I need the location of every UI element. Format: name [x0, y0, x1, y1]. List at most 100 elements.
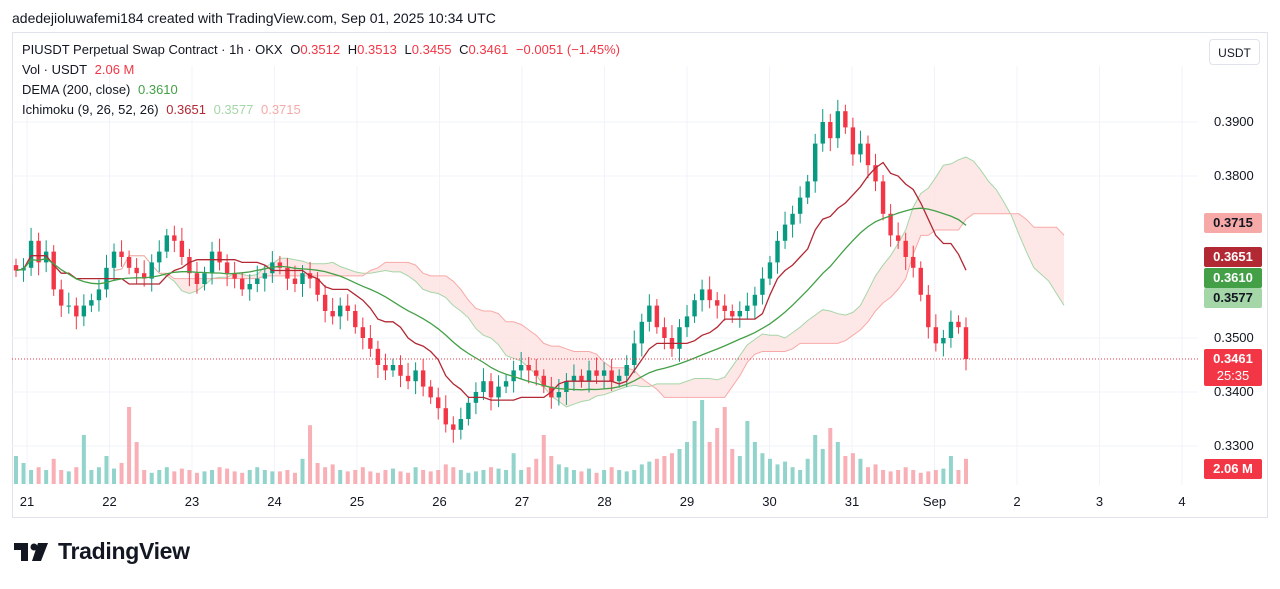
low-label: L — [404, 42, 412, 57]
x-tick-label: 27 — [515, 494, 529, 509]
volume-bar — [654, 458, 659, 484]
currency-button[interactable]: USDT — [1209, 39, 1260, 65]
candle-body — [141, 273, 147, 279]
volume-label[interactable]: Vol · USDT — [22, 62, 88, 77]
high-label: H — [347, 42, 358, 57]
candle-body — [428, 386, 433, 398]
volume-bar — [504, 470, 509, 484]
candle-body — [43, 251, 49, 263]
candle-body — [775, 240, 780, 263]
volume-bar — [262, 470, 267, 484]
volume-bar — [112, 468, 117, 484]
tradingview-brand: TradingView — [58, 538, 190, 564]
volume-bars — [14, 400, 968, 484]
volume-bar — [496, 468, 501, 484]
candle-body — [745, 305, 750, 311]
volume-bar — [59, 470, 64, 484]
volume-bar — [81, 435, 86, 484]
candle-body — [292, 278, 298, 284]
candle-body — [81, 305, 87, 317]
candle-body — [202, 273, 207, 284]
volume-bar — [66, 471, 71, 484]
volume-bar — [873, 464, 878, 484]
volume-bar — [481, 470, 486, 484]
candle-body — [36, 240, 41, 263]
candle-body — [647, 305, 652, 322]
volume-bar — [918, 472, 923, 484]
volume-bar — [790, 467, 795, 484]
candle-body — [217, 251, 222, 263]
volume-bar — [210, 470, 215, 484]
ichimoku-span-b-value: 0.3715 — [260, 102, 301, 117]
x-tick-label: 29 — [680, 494, 694, 509]
volume-bar — [707, 442, 712, 484]
candle-body — [601, 370, 607, 376]
candle-body — [911, 257, 916, 268]
volume-bar — [767, 458, 772, 484]
candle-body — [353, 311, 358, 328]
volume-bar — [692, 421, 697, 484]
candle-body — [850, 127, 856, 155]
candle-body — [383, 365, 388, 371]
volume-bar — [89, 470, 94, 484]
price-tag: 0.3715 — [1204, 213, 1262, 233]
volume-bar — [948, 456, 953, 484]
ichimoku-base-value: 0.3651 — [166, 102, 206, 117]
volume-bar — [202, 471, 207, 484]
candle-body — [443, 408, 448, 425]
candle-body — [74, 305, 79, 317]
y-tick-label: 0.3400 — [1214, 384, 1254, 399]
candle-body — [730, 311, 735, 317]
candle-body — [624, 365, 629, 376]
legend-volume: Vol · USDT 2.06 M — [22, 62, 138, 77]
ichimoku-base-line — [15, 161, 967, 401]
candle-body — [315, 278, 320, 295]
volume-bar — [564, 467, 569, 484]
indicator-lines — [12, 161, 1198, 401]
candle-body — [164, 235, 169, 252]
volume-bar — [29, 470, 34, 484]
candle-body — [503, 381, 509, 387]
volume-bar — [315, 463, 320, 484]
candle-body — [96, 289, 102, 301]
volume-bar — [587, 468, 592, 484]
volume-bar — [617, 470, 622, 484]
volume-bar — [164, 467, 169, 484]
candle-body — [616, 375, 622, 382]
candle-body — [285, 267, 290, 279]
candle-body — [59, 289, 64, 306]
candle-body — [194, 273, 200, 284]
chart-frame[interactable] — [12, 32, 1268, 518]
x-tick-label: 30 — [762, 494, 776, 509]
ichimoku-label[interactable]: Ichimoku (9, 26, 52, 26) — [22, 102, 159, 117]
x-tick-label: 23 — [185, 494, 199, 509]
volume-bar — [330, 464, 335, 484]
candle-body — [880, 181, 886, 214]
candle-body — [797, 197, 803, 214]
dema-label[interactable]: DEMA (200, close) — [22, 82, 131, 97]
volume-bar — [865, 467, 870, 484]
candle-body — [13, 265, 19, 271]
high-value: 0.3513 — [357, 42, 397, 57]
candle-body — [51, 251, 56, 290]
candlesticks — [13, 99, 969, 443]
volume-bar — [752, 442, 757, 484]
volume-bar — [489, 467, 493, 484]
x-tick-label: 28 — [597, 494, 611, 509]
candle-body — [255, 278, 260, 284]
candle-body — [895, 235, 901, 241]
volume-bar — [225, 468, 230, 484]
volume-bar — [292, 472, 297, 484]
volume-bar — [127, 407, 132, 484]
volume-bar — [277, 471, 282, 484]
symbol-title[interactable]: PIUSDT Perpetual Swap Contract · 1h · OK… — [22, 42, 283, 57]
candle-body — [368, 338, 373, 349]
volume-bar — [556, 464, 561, 484]
volume-bar — [722, 407, 727, 484]
candle-body — [707, 289, 712, 301]
volume-bar — [828, 428, 833, 484]
candle-body — [888, 213, 893, 236]
volume-bar — [360, 467, 365, 484]
candle-body — [926, 294, 931, 328]
